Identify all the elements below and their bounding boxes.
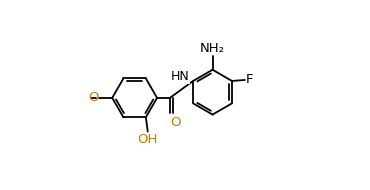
Text: OH: OH: [138, 133, 158, 146]
Text: HN: HN: [171, 70, 190, 83]
Text: O: O: [88, 91, 98, 104]
Text: F: F: [246, 74, 253, 86]
Text: NH₂: NH₂: [200, 42, 225, 55]
Text: O: O: [171, 116, 181, 129]
